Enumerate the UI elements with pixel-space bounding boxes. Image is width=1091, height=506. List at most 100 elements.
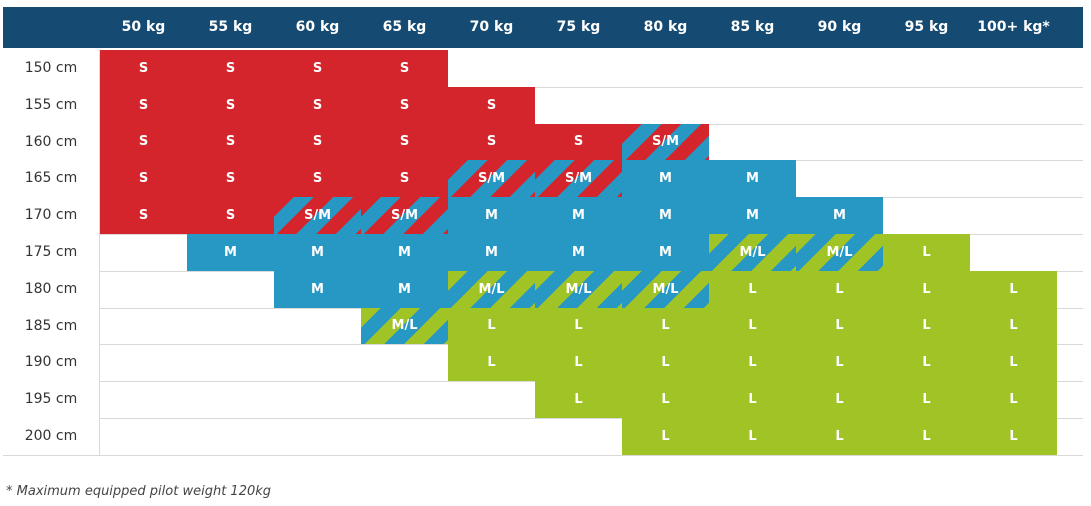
size-cell: S [187, 123, 274, 161]
size-cell: M/L [448, 270, 535, 308]
label-column-divider [99, 50, 100, 455]
size-cell: L [883, 381, 970, 418]
size-cell: S [448, 86, 535, 124]
weight-header: 85 kg [730, 19, 775, 35]
size-cell: S [100, 86, 187, 124]
weight-header: 100+ kg* [977, 19, 1050, 35]
size-cell: S [448, 123, 535, 161]
height-label: 200 cm [3, 418, 99, 455]
size-cell: S/M [274, 197, 361, 234]
size-cell: M [709, 160, 796, 198]
size-cell: S/M [535, 160, 622, 198]
size-cell: L [535, 307, 622, 345]
size-cell: L [622, 381, 709, 418]
weight-header: 55 kg [208, 19, 253, 35]
size-cell: M [187, 234, 274, 271]
size-cell: L [709, 307, 796, 345]
height-label: 195 cm [3, 381, 99, 418]
size-cell: S [187, 197, 274, 234]
size-cell: L [448, 344, 535, 382]
size-cell: M [622, 197, 709, 234]
size-cell: M [535, 234, 622, 271]
size-cell: M [448, 234, 535, 271]
size-cell: S [187, 50, 274, 87]
size-cell: M/L [796, 234, 883, 271]
size-cell: S [361, 160, 448, 198]
size-cell: S/M [361, 197, 448, 234]
size-cell: L [883, 307, 970, 345]
size-cell: L [970, 270, 1057, 308]
size-cell: S [100, 160, 187, 198]
height-label: 180 cm [3, 270, 99, 308]
size-cell: M [709, 197, 796, 234]
weight-header: 70 kg [469, 19, 514, 35]
size-cell: L [970, 307, 1057, 345]
size-cell: L [796, 270, 883, 308]
size-cell: L [796, 344, 883, 382]
size-cell: M/L [535, 270, 622, 308]
size-cell: L [883, 234, 970, 271]
footnote: * Maximum equipped pilot weight 120kg [6, 484, 272, 499]
size-cell: L [796, 418, 883, 455]
size-cell: M [796, 197, 883, 234]
size-cell: M [622, 234, 709, 271]
size-cell: S [187, 86, 274, 124]
size-cell: S [100, 50, 187, 87]
size-cell: L [709, 381, 796, 418]
size-cell: L [883, 344, 970, 382]
size-cell: S [361, 86, 448, 124]
header-bar [3, 7, 1083, 48]
size-cell: M [274, 234, 361, 271]
height-label: 160 cm [3, 123, 99, 161]
size-cell: M/L [361, 307, 448, 345]
size-cell: L [970, 418, 1057, 455]
size-cell: L [883, 270, 970, 308]
size-cell: M [622, 160, 709, 198]
size-cell: M [274, 270, 361, 308]
size-cell: S [187, 160, 274, 198]
size-cell: M [535, 197, 622, 234]
size-cell: L [709, 270, 796, 308]
size-cell: L [970, 344, 1057, 382]
size-cell: L [535, 381, 622, 418]
height-label: 185 cm [3, 307, 99, 345]
height-label: 150 cm [3, 50, 99, 87]
size-cell: L [709, 344, 796, 382]
size-cell: M [361, 270, 448, 308]
height-label: 170 cm [3, 197, 99, 234]
size-cell: S [100, 197, 187, 234]
weight-header: 50 kg [121, 19, 166, 35]
size-cell: L [622, 307, 709, 345]
size-cell: L [883, 418, 970, 455]
size-cell: M [361, 234, 448, 271]
size-cell: L [448, 307, 535, 345]
size-cell: M/L [709, 234, 796, 271]
size-cell: S [535, 123, 622, 161]
size-cell: L [796, 381, 883, 418]
size-cell: S [274, 86, 361, 124]
height-label: 190 cm [3, 344, 99, 382]
size-cell: S [100, 123, 187, 161]
size-cell: M/L [622, 270, 709, 308]
height-label: 175 cm [3, 234, 99, 271]
row-divider [3, 418, 1083, 419]
size-cell: M [448, 197, 535, 234]
size-cell: L [796, 307, 883, 345]
weight-header: 60 kg [295, 19, 340, 35]
size-cell: L [709, 418, 796, 455]
size-cell: S [274, 50, 361, 87]
size-cell: S/M [448, 160, 535, 198]
height-label: 165 cm [3, 160, 99, 198]
size-cell: L [622, 344, 709, 382]
weight-header: 80 kg [643, 19, 688, 35]
weight-header: 75 kg [556, 19, 601, 35]
size-cell: S [274, 160, 361, 198]
weight-header: 95 kg [904, 19, 949, 35]
size-cell: L [970, 381, 1057, 418]
row-divider [3, 454, 1083, 456]
weight-header: 90 kg [817, 19, 862, 35]
size-cell: S [361, 50, 448, 87]
size-cell: L [535, 344, 622, 382]
size-cell: L [622, 418, 709, 455]
